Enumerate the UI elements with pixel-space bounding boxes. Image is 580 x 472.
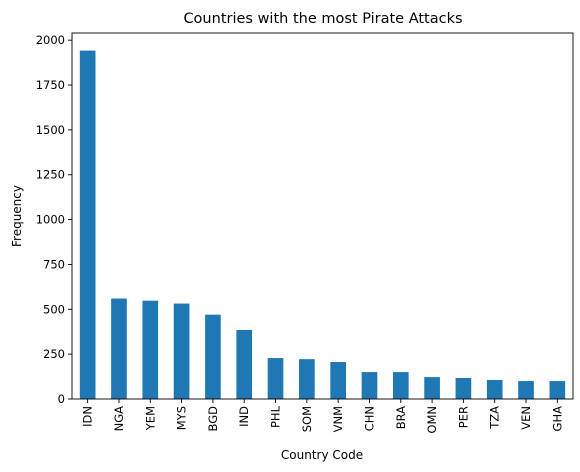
x-tick-label: OMN bbox=[425, 406, 439, 434]
bars-group bbox=[79, 50, 566, 399]
x-tick-label: GHA bbox=[550, 406, 564, 432]
bar-yem bbox=[142, 300, 159, 399]
y-tick-label: 0 bbox=[58, 392, 65, 406]
x-tick-label: IDN bbox=[81, 406, 95, 427]
y-tick-label: 250 bbox=[43, 347, 65, 361]
bar-idn bbox=[79, 50, 96, 399]
x-tick-label: NGA bbox=[112, 406, 126, 432]
y-tick-label: 1750 bbox=[36, 78, 65, 92]
x-tick-label: VNM bbox=[331, 406, 345, 432]
x-tick-label: CHN bbox=[362, 406, 376, 431]
bar-vnm bbox=[330, 362, 346, 399]
x-tick-label: TZA bbox=[488, 406, 502, 430]
bar-per bbox=[455, 378, 472, 399]
y-tick-label: 500 bbox=[43, 302, 65, 316]
y-axis: 0 250 500 750 1000 1250 1500 1750 2000 bbox=[36, 33, 72, 406]
bar-gha bbox=[549, 381, 566, 399]
bar-nga bbox=[111, 298, 127, 399]
y-axis-label: Frequency bbox=[10, 185, 24, 247]
bar-omn bbox=[424, 377, 440, 399]
x-tick-label: VEN bbox=[519, 406, 533, 430]
bar-bgd bbox=[205, 314, 221, 399]
bar-som bbox=[299, 359, 315, 399]
bar-phl bbox=[267, 358, 284, 399]
x-axis: IDN NGA YEM MYS BGD IND PHL SOM VNM CHN BRA OMN PER T… bbox=[81, 399, 564, 434]
x-tick-label: MYS bbox=[175, 406, 189, 430]
bar-ind bbox=[236, 329, 253, 399]
x-tick-label: BGD bbox=[206, 406, 220, 432]
x-tick-label: PER bbox=[456, 406, 470, 428]
x-tick-label: PHL bbox=[269, 405, 283, 428]
y-tick-label: 1500 bbox=[36, 123, 65, 137]
x-axis-label: Country Code bbox=[281, 448, 363, 462]
bar-mys bbox=[173, 303, 190, 399]
x-tick-label: YEM bbox=[143, 406, 157, 431]
x-tick-label: SOM bbox=[300, 406, 314, 432]
bar-tza bbox=[486, 379, 503, 399]
x-tick-label: IND bbox=[237, 406, 251, 427]
x-tick-label: BRA bbox=[394, 406, 408, 429]
y-tick-label: 1000 bbox=[36, 213, 65, 227]
chart-title: Countries with the most Pirate Attacks bbox=[183, 11, 462, 27]
y-tick-label: 2000 bbox=[36, 33, 65, 47]
bar-bra bbox=[392, 372, 409, 399]
bar-ven bbox=[518, 381, 534, 399]
bar-chn bbox=[361, 372, 378, 399]
y-tick-label: 750 bbox=[43, 257, 65, 271]
y-tick-label: 1250 bbox=[36, 168, 65, 182]
plot-frame bbox=[71, 32, 574, 400]
